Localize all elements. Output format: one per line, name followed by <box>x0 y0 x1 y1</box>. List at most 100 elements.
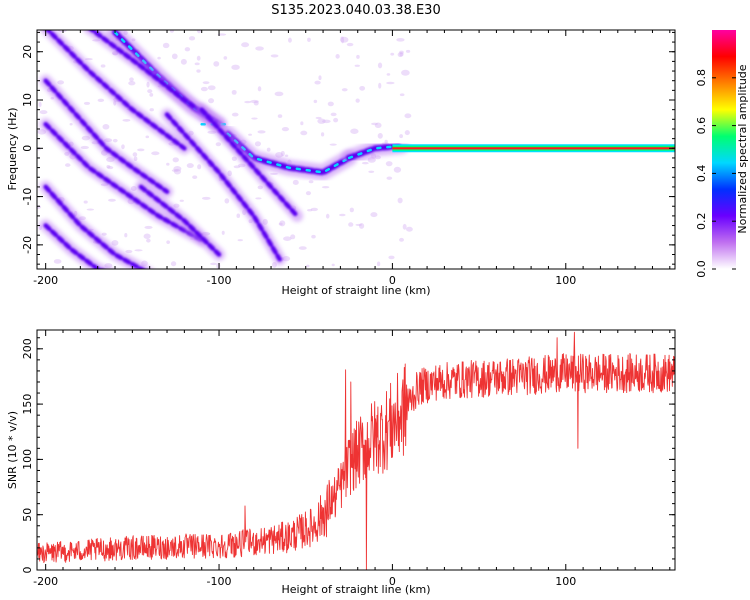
colorbar-gradient <box>712 30 736 269</box>
spectrogram-speckle <box>100 64 106 68</box>
spectrogram-speckle <box>250 99 259 104</box>
spectrogram-speckle <box>322 119 331 124</box>
spectrogram-speckle <box>39 110 48 115</box>
spectrogram-speckle <box>358 222 365 229</box>
spectrogram-xtick-label: 100 <box>555 274 576 287</box>
spectrogram-speckle <box>132 152 138 157</box>
colorbar-tick-label: 0.2 <box>695 212 708 230</box>
spectrogram-speckle <box>149 108 154 112</box>
spectrogram-speckle <box>81 135 90 141</box>
spectrogram-speckle <box>57 80 65 85</box>
spectrogram-speckle <box>311 234 316 239</box>
spectrogram-ytick-label: -10 <box>21 188 34 206</box>
spectrogram-speckle <box>281 126 290 132</box>
spectrogram-speckle <box>196 69 201 73</box>
spectrogram-speckle <box>331 263 335 267</box>
spectrogram-speckle <box>134 249 143 252</box>
spectrogram-speckle <box>341 88 348 92</box>
snr-ytick-label: 100 <box>21 449 34 470</box>
spectrogram-speckle <box>378 82 382 89</box>
spectrogram-speckle <box>305 191 312 196</box>
spectrogram-xtick-label: -100 <box>207 274 232 287</box>
spectrogram-speckle <box>231 89 237 95</box>
spectrogram-speckle <box>171 169 179 172</box>
ridge-alias-1 <box>44 30 187 151</box>
spectrogram-speckle <box>196 30 202 34</box>
spectrogram-speckle <box>217 33 227 36</box>
spectrogram-speckle <box>197 164 202 170</box>
spectrogram-speckle <box>97 98 105 103</box>
spectrogram-speckle <box>321 185 330 189</box>
spectrogram-speckle <box>404 113 412 119</box>
spectrogram-speckle <box>317 118 326 124</box>
spectrogram-speckle <box>283 236 292 241</box>
spectrogram-speckle <box>377 62 383 69</box>
spectrogram-speckle <box>253 100 259 106</box>
snr-x-axis-label: Height of straight line (km) <box>281 583 430 596</box>
snr-ytick-label: 200 <box>21 338 34 359</box>
spectrogram-ytick-label: 20 <box>21 45 34 59</box>
ridge-alias-8 <box>199 107 300 219</box>
spectrogram-speckle <box>208 98 215 104</box>
spectrogram-speckle <box>248 133 252 136</box>
spectrogram-speckle <box>399 50 404 54</box>
snr-xtick-label: 0 <box>389 575 396 588</box>
spectrogram-speckle <box>399 93 405 97</box>
spectrogram-speckle <box>279 220 286 227</box>
spectrogram-speckle <box>386 176 393 180</box>
spectrogram-speckle <box>157 56 161 60</box>
spectrogram-speckle <box>194 62 200 66</box>
spectrogram-speckle <box>233 165 241 169</box>
spectrogram-speckle <box>404 130 410 136</box>
spectrogram-speckle <box>200 86 208 92</box>
colorbar-label: Normalized spectral amplitude <box>736 64 749 233</box>
spectrogram-speckle <box>151 151 160 156</box>
snr-xtick-label: -200 <box>33 575 58 588</box>
spectrogram-speckle <box>300 121 304 126</box>
spectrogram-speckle <box>292 179 299 185</box>
spectrogram-speckle <box>38 101 42 108</box>
spectrogram-speckle <box>202 196 211 200</box>
snr-xtick-label: 100 <box>555 575 576 588</box>
spectrogram-speckle <box>278 222 283 226</box>
spectrogram-speckle <box>257 130 266 134</box>
spectrogram-frame <box>36 29 676 270</box>
spectrogram-speckle <box>348 222 354 227</box>
spectrogram-speckle <box>129 77 134 82</box>
spectrogram-speckle <box>308 180 314 184</box>
spectrogram-speckle <box>186 163 194 169</box>
spectrogram-speckle <box>355 223 363 226</box>
spectrogram-speckle <box>266 147 271 152</box>
spectrogram-speckle <box>58 30 67 33</box>
spectrogram-speckle <box>231 156 237 162</box>
spectrogram-speckle <box>86 208 95 211</box>
ridge-alias-5 <box>43 223 105 269</box>
spectrogram-speckle <box>355 98 360 103</box>
spectrogram-speckle <box>102 124 110 130</box>
ridge-alias-2 <box>43 78 170 194</box>
spectrogram-speckle <box>388 255 395 260</box>
spectrogram-speckle <box>147 89 153 94</box>
spectrogram-speckle <box>341 37 345 44</box>
ridge-alias-3 <box>43 121 204 243</box>
spectrogram-speckle <box>300 130 308 136</box>
colorbar-ticks: 0.0 0.2 0.4 0.6 0.8 <box>695 69 736 278</box>
spectrogram-speckle <box>257 86 262 92</box>
spectrogram-speckle <box>169 30 174 33</box>
spectrogram-speckle <box>210 262 217 266</box>
spectrogram-speckle <box>145 135 150 139</box>
spectrogram-speckle <box>335 54 340 59</box>
snr-plot-area <box>37 331 675 570</box>
spectrogram-speckle <box>350 128 359 134</box>
spectrogram-speckle <box>184 47 191 52</box>
spectrogram-speckle <box>173 168 182 175</box>
spectrogram-y-axis-label: Frequency (Hz) <box>6 108 19 191</box>
spectrogram-speckle <box>80 145 89 150</box>
snr-panel: -200 -100 0 100 0 50 100 150 200 Height of strai… <box>6 329 676 596</box>
spectrogram-speckle <box>386 73 391 76</box>
spectrogram-speckle <box>172 157 179 163</box>
snr-series-line <box>37 331 675 570</box>
spectrogram-xtick-label: -200 <box>33 274 58 287</box>
spectrogram-speckle <box>274 91 284 97</box>
colorbar-tick-label: 0.6 <box>695 117 708 135</box>
